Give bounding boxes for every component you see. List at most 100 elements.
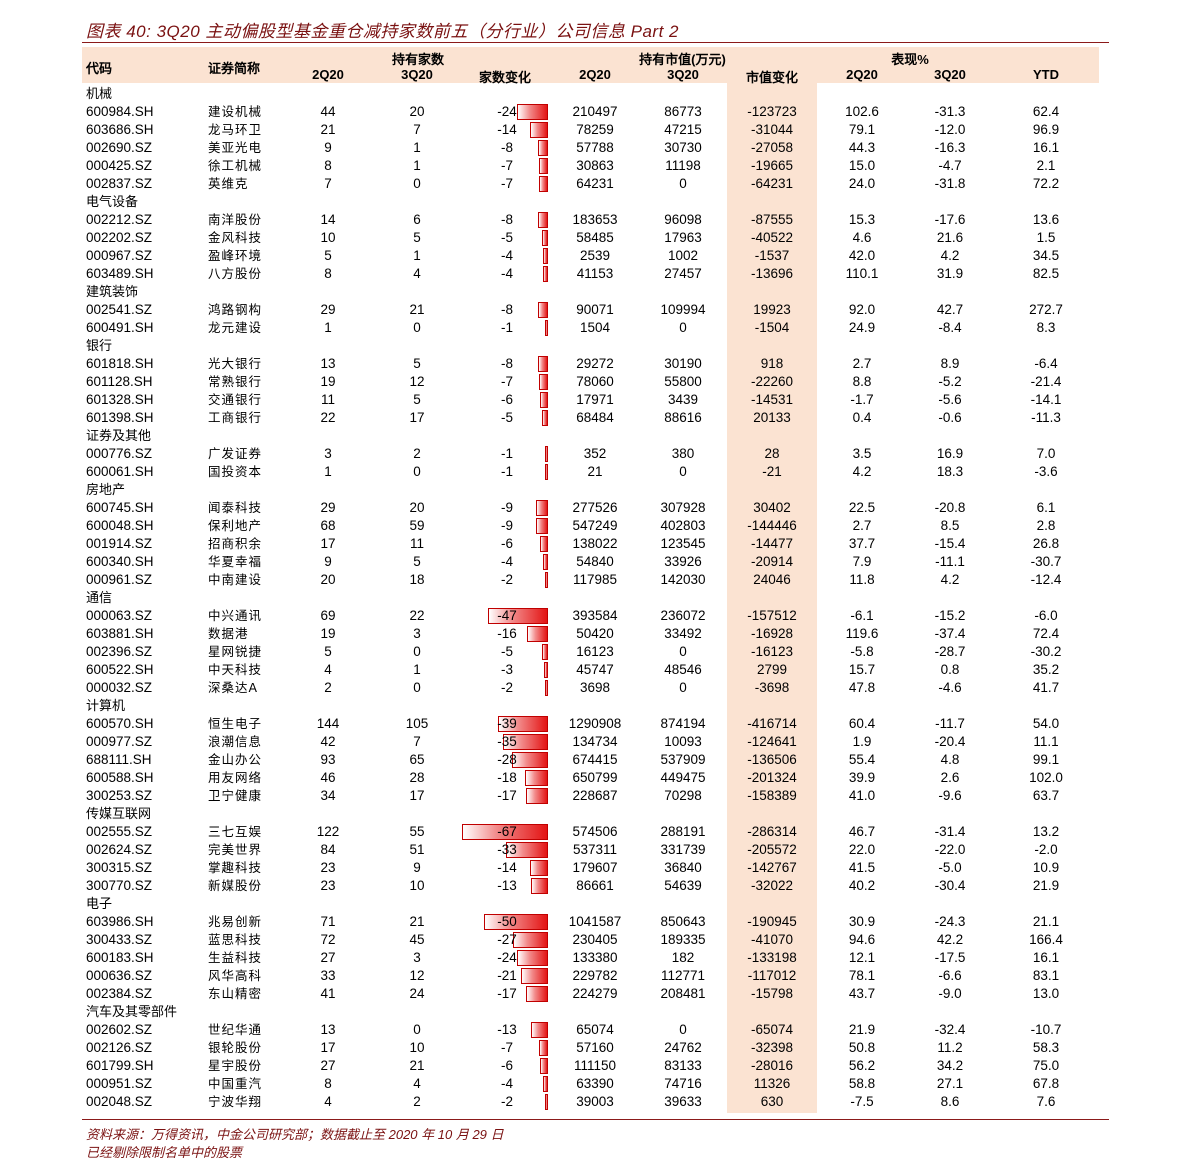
cell-holders-2q20: 17	[320, 1040, 336, 1055]
table-row: 603986.SH 兆易创新 71 21 -50 1041587 850643 -190945…	[82, 913, 1099, 931]
header-value-change: 市值变化	[745, 70, 798, 85]
cell-ytd: 10.9	[1032, 860, 1060, 875]
cell-value-change: -20914	[750, 554, 794, 569]
cell-perf-2q20: 12.1	[848, 950, 876, 965]
cell-value-change: -15798	[750, 986, 794, 1001]
cell-code: 002541.SZ	[86, 302, 153, 317]
cell-name: 英维克	[208, 176, 249, 191]
cell-perf-3q20: -11.1	[935, 554, 965, 569]
cell-perf-2q20: 110.1	[845, 266, 879, 281]
header-code: 代码	[86, 61, 113, 76]
cell-value-3q20: 0	[679, 320, 687, 335]
cell-holders-3q20: 2	[413, 446, 421, 461]
cell-ytd: 2.8	[1036, 518, 1056, 533]
cell-holders-2q20: 13	[320, 1022, 336, 1037]
cell-holders-change: -2	[500, 572, 513, 587]
cell-holders-change: -8	[500, 302, 513, 317]
holders-change-bar	[503, 734, 548, 750]
table-row: 603881.SH 数据港 19 3 -16 50420 33492 -16928 119.6 -…	[82, 625, 1099, 643]
cell-value-3q20: 307928	[660, 500, 706, 515]
top-rule	[82, 42, 1109, 43]
cell-value-change: 19923	[753, 302, 791, 317]
cell-holders-change: -6	[500, 392, 513, 407]
cell-value-2q20: 674415	[572, 752, 618, 767]
cell-perf-2q20: 4.2	[852, 464, 872, 479]
holders-change-bar	[545, 464, 548, 480]
exclusion-note: 已经剔除限制名单中的股票	[86, 1145, 243, 1160]
cell-value-change: -21	[762, 464, 782, 479]
cell-holders-change: -14	[497, 122, 517, 137]
cell-perf-2q20: 60.4	[848, 716, 876, 731]
cell-ytd: 99.1	[1032, 752, 1060, 767]
category-label: 电子	[86, 896, 113, 911]
cell-name: 恒生电子	[208, 716, 263, 731]
cell-value-2q20: 574506	[572, 824, 618, 839]
table-row: 601799.SH 星宇股份 27 21 -6 111150 83133 -28016 56.2…	[82, 1057, 1099, 1075]
cell-ytd: 63.7	[1032, 788, 1060, 803]
cell-code: 000961.SZ	[86, 572, 153, 587]
table-row: 600491.SH 龙元建设 1 0 -1 1504 0 -1504 24.9 -8.4 8.3	[82, 319, 1099, 337]
holders-change-bar	[531, 878, 548, 894]
cell-value-2q20: 86661	[576, 878, 614, 893]
cell-code: 002048.SZ	[86, 1094, 153, 1109]
cell-value-2q20: 228687	[572, 788, 618, 803]
cell-holders-change: -4	[500, 266, 513, 281]
cell-perf-3q20: 2.6	[940, 770, 960, 785]
holders-change-bar	[526, 788, 548, 804]
cell-value-3q20: 33926	[664, 554, 702, 569]
cell-code: 601398.SH	[86, 410, 154, 425]
cell-value-2q20: 134734	[572, 734, 618, 749]
cell-holders-2q20: 68	[320, 518, 336, 533]
cell-holders-change: -47	[497, 608, 517, 623]
table-row: 002541.SZ 鸿路钢构 29 21 -8 90071 109994 19923 92.0 4…	[82, 301, 1099, 319]
cell-ytd: 72.2	[1032, 176, 1060, 191]
cell-holders-2q20: 17	[320, 536, 336, 551]
cell-perf-3q20: -20.4	[934, 734, 966, 749]
cell-holders-3q20: 5	[413, 356, 421, 371]
cell-holders-change: -13	[497, 878, 517, 893]
cell-value-change: -133198	[747, 950, 797, 965]
holders-change-bar	[506, 842, 548, 858]
cell-holders-3q20: 0	[413, 644, 421, 659]
cell-holders-3q20: 17	[409, 788, 425, 803]
cell-ytd: -30.7	[1030, 554, 1062, 569]
cell-perf-3q20: -5.6	[938, 392, 962, 407]
category-label: 通信	[86, 590, 113, 605]
cell-value-change: -136506	[747, 752, 797, 767]
cell-perf-2q20: 41.5	[848, 860, 876, 875]
cell-name: 用友网络	[208, 770, 263, 785]
cell-holders-change: -21	[497, 968, 517, 983]
cell-value-2q20: 63390	[576, 1076, 614, 1091]
cell-code: 002126.SZ	[86, 1040, 153, 1055]
cell-value-2q20: 537311	[572, 842, 618, 857]
cell-perf-3q20: 42.7	[936, 302, 964, 317]
cell-value-3q20: 47215	[664, 122, 702, 137]
cell-code: 300770.SZ	[86, 878, 153, 893]
cell-ytd: 13.2	[1032, 824, 1060, 839]
cell-perf-2q20: 94.6	[848, 932, 876, 947]
cell-name: 中国重汽	[208, 1076, 263, 1091]
cell-code: 603686.SH	[86, 122, 154, 137]
cell-holders-2q20: 21	[320, 122, 336, 137]
holders-change-bar	[513, 932, 548, 948]
cell-value-2q20: 50420	[576, 626, 614, 641]
cell-holders-3q20: 55	[409, 824, 425, 839]
cell-code: 603489.SH	[86, 266, 154, 281]
cell-perf-3q20: 42.2	[936, 932, 964, 947]
cell-perf-2q20: -7.5	[850, 1094, 874, 1109]
cell-perf-2q20: 78.1	[848, 968, 876, 983]
cell-value-3q20: 17963	[664, 230, 702, 245]
cell-name: 宁波华翔	[208, 1094, 263, 1109]
cell-holders-3q20: 1	[413, 140, 421, 155]
cell-value-3q20: 331739	[660, 842, 706, 857]
cell-code: 001914.SZ	[86, 536, 153, 551]
cell-value-2q20: 21	[587, 464, 603, 479]
cell-value-3q20: 96098	[664, 212, 702, 227]
table-row: 002602.SZ 世纪华通 13 0 -13 65074 0 -65074 21.9 -32.4…	[82, 1021, 1099, 1039]
cell-name: 美亚光电	[208, 140, 263, 155]
cell-perf-2q20: 119.6	[845, 626, 879, 641]
cell-holders-change: -6	[500, 536, 513, 551]
category-label: 汽车及其零部件	[86, 1004, 178, 1019]
holders-change-bar	[542, 410, 548, 426]
cell-value-3q20: 142030	[660, 572, 706, 587]
